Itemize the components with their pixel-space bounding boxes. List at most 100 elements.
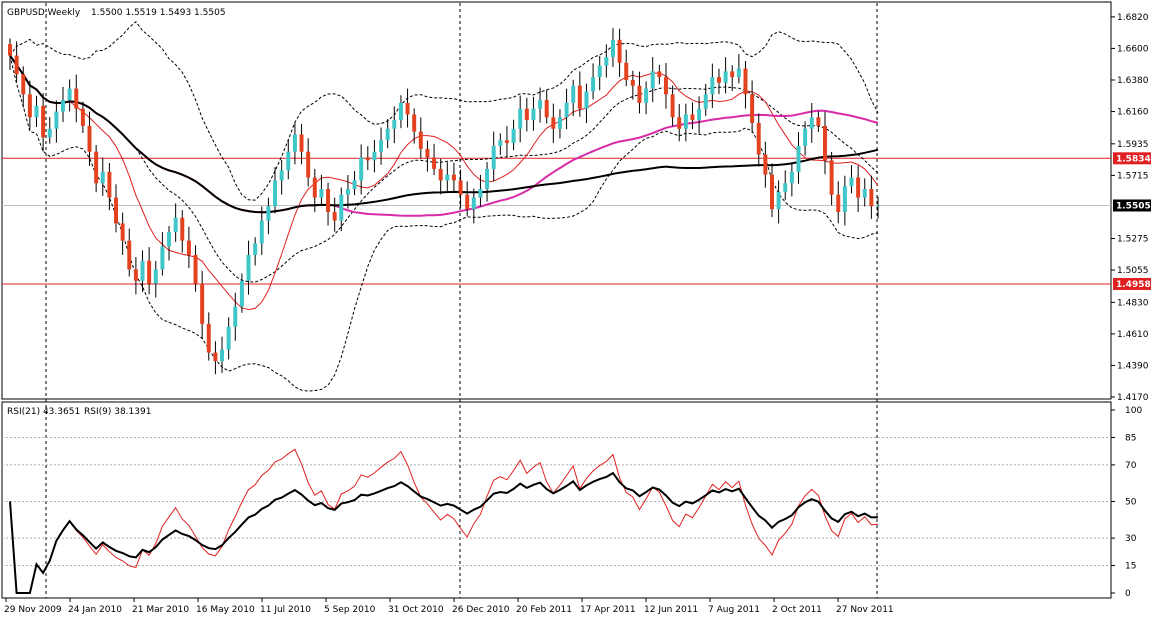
candle-body <box>538 100 543 109</box>
candle-body <box>412 114 417 132</box>
rsi-y-tick-label-5: 15 <box>1125 562 1136 572</box>
rsi-y-tick-label-2: 70 <box>1125 461 1137 471</box>
candle-body <box>650 71 655 89</box>
rsi21-label: RSI(21) 43.3651 <box>7 407 80 417</box>
candle-body <box>591 77 596 92</box>
candle-body <box>783 183 788 192</box>
candle-body <box>849 177 854 187</box>
rsi9-line <box>9 448 879 594</box>
y-tick-label-1: 1.6600 <box>1117 44 1149 54</box>
candle-body <box>610 39 615 58</box>
candle-body <box>259 220 264 244</box>
candle-body <box>657 71 662 78</box>
candle-body <box>637 85 642 103</box>
candle-body <box>246 254 251 281</box>
candle-body <box>398 102 403 121</box>
x-tick-label-3: 16 May 2010 <box>196 605 255 615</box>
candle-body <box>769 174 774 210</box>
candle-body <box>564 102 569 118</box>
candle-body <box>876 205 880 207</box>
x-tick-label-5: 5 Sep 2010 <box>324 605 376 615</box>
candle-body <box>816 117 821 126</box>
main-plot-frame <box>1 1 1112 400</box>
candle-body <box>803 128 808 146</box>
candle-body <box>856 177 861 198</box>
candle-body <box>319 189 324 198</box>
rsi-y-tick-label-6: 0 <box>1125 589 1131 599</box>
candle-body <box>41 105 46 138</box>
candle-body <box>292 134 297 152</box>
candle-body <box>213 352 218 362</box>
candle-body <box>465 194 470 210</box>
rsi-y-tick-label-0: 100 <box>1125 406 1142 416</box>
candle-body <box>617 39 622 63</box>
y-tick-label-3: 1.6160 <box>1117 108 1149 118</box>
candle-body <box>279 170 284 181</box>
candle-body <box>445 174 450 181</box>
candle-body <box>359 157 364 181</box>
candle-body <box>829 160 834 195</box>
candle-body <box>432 157 437 169</box>
candle-body <box>703 94 708 109</box>
hline-price-label-0: 1.5834 <box>1116 154 1151 164</box>
candle-body <box>823 125 827 161</box>
candle-body <box>756 123 761 155</box>
bollinger-lower-band <box>9 55 879 392</box>
candle-body <box>365 157 370 161</box>
candle-body <box>220 349 225 362</box>
candle-body <box>114 197 119 224</box>
candle-body <box>133 269 138 281</box>
candle-body <box>571 85 576 103</box>
candle-body <box>478 189 483 198</box>
candle-body <box>180 217 185 241</box>
candle-body <box>345 189 350 195</box>
candle-body <box>379 140 384 152</box>
hline-price-tag-0 <box>1113 152 1151 165</box>
candle-body <box>577 85 582 109</box>
hline-price-tag-1 <box>1113 277 1151 290</box>
candle-body <box>80 108 85 126</box>
y-tick-label-9: 1.4610 <box>1117 330 1149 340</box>
rsi-plot-frame <box>1 401 1112 599</box>
candle-body <box>239 280 244 307</box>
candle-body <box>385 128 390 141</box>
candle-body <box>491 145 496 169</box>
current-price-tag <box>1113 199 1151 212</box>
candle-body <box>557 117 562 129</box>
symbol-label: GBPUSD,Weekly <box>7 8 81 18</box>
candle-body <box>425 148 430 158</box>
candle-body <box>524 108 529 121</box>
candle-body <box>273 180 278 207</box>
hline-price-label-1: 1.4958 <box>1116 280 1151 290</box>
candle-body <box>67 88 72 101</box>
x-tick-label-11: 7 Aug 2011 <box>708 605 760 615</box>
candle-body <box>697 108 702 121</box>
y-tick-label-8: 1.4830 <box>1117 298 1149 308</box>
y-tick-label-11: 1.4170 <box>1117 393 1149 403</box>
candle-body <box>286 151 291 171</box>
rsi-y-tick-label-1: 85 <box>1125 433 1136 443</box>
candle-body <box>54 111 59 129</box>
candle-body <box>644 88 649 103</box>
candle-body <box>796 145 801 172</box>
candle-body <box>21 74 26 95</box>
candle-body <box>94 151 99 184</box>
rsi21-line <box>9 471 879 594</box>
x-tick-label-2: 21 Mar 2010 <box>132 605 189 615</box>
candle-body <box>723 71 728 83</box>
candle-body <box>670 94 675 118</box>
x-tick-label-1: 24 Jan 2010 <box>68 605 122 615</box>
candle-body <box>8 44 12 56</box>
candle-body <box>716 77 721 83</box>
candle-body <box>750 94 755 124</box>
candle-body <box>710 77 715 95</box>
candle-body <box>471 197 476 210</box>
candle-body <box>193 254 198 284</box>
candle-body <box>186 240 191 255</box>
candle-body <box>776 191 781 210</box>
candle-body <box>160 246 165 270</box>
candle-body <box>597 65 602 78</box>
y-tick-label-6: 1.5275 <box>1117 234 1149 244</box>
